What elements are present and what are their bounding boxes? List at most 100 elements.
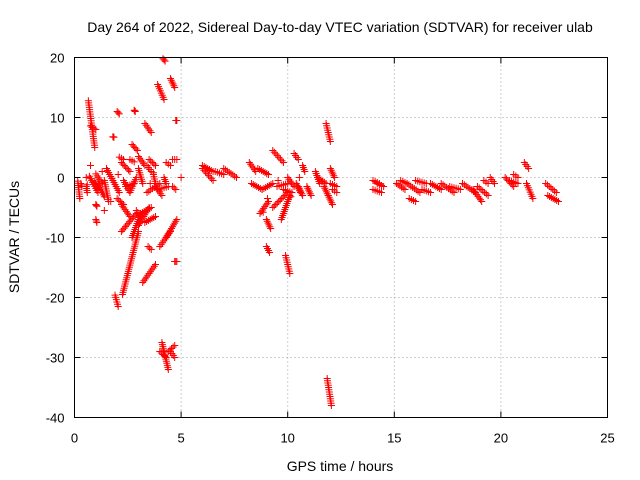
data-point [547, 194, 555, 201]
data-point [77, 181, 85, 189]
data-point [125, 166, 133, 174]
data-point [284, 174, 292, 181]
data-point [279, 159, 287, 166]
data-point [146, 216, 154, 223]
data-point [98, 168, 106, 175]
data-point [205, 171, 213, 179]
data-point [464, 183, 472, 191]
data-point [164, 230, 172, 238]
data-point [225, 168, 233, 176]
data-point [140, 208, 148, 215]
data-point [255, 184, 263, 191]
data-point [547, 184, 555, 192]
data-point [265, 198, 273, 205]
data-point [164, 366, 172, 373]
data-point [459, 180, 467, 187]
data-point [91, 144, 99, 151]
x-tick-label: 25 [600, 431, 614, 446]
data-point [327, 402, 335, 409]
data-point [134, 222, 142, 229]
data-point [122, 163, 130, 171]
data-point [263, 217, 271, 225]
data-point [286, 177, 294, 185]
data-point [86, 162, 94, 169]
data-point [203, 170, 211, 178]
data-point [130, 106, 138, 114]
data-point [305, 188, 313, 196]
data-point [119, 160, 127, 168]
data-point [405, 181, 413, 189]
data-point [231, 172, 239, 180]
data-point [324, 192, 332, 199]
data-point [328, 199, 336, 207]
data-point [484, 192, 492, 199]
data-point [476, 196, 484, 204]
data-point [229, 171, 237, 179]
data-point [141, 275, 149, 283]
data-point [272, 201, 280, 208]
data-point [173, 156, 181, 163]
data-point [326, 165, 334, 172]
data-point [145, 125, 153, 133]
data-point [82, 174, 90, 181]
data-point [289, 181, 297, 189]
data-point [170, 221, 178, 229]
y-axis: -40 -30 -20 -10 0 10 20 [46, 51, 608, 426]
data-point [125, 211, 133, 219]
data-point [114, 303, 122, 310]
data-point [542, 180, 550, 187]
data-point [301, 168, 309, 175]
data-point [144, 217, 152, 224]
data-point [146, 244, 154, 252]
data-point [545, 183, 553, 190]
data-point [265, 171, 273, 178]
data-point [93, 202, 101, 210]
data-point [288, 179, 296, 187]
x-axis: 0 5 10 15 20 25 [71, 57, 615, 446]
data-point [258, 186, 266, 193]
data-point [137, 210, 145, 217]
data-point [270, 202, 278, 210]
data-point [462, 182, 470, 190]
data-point [331, 174, 339, 181]
data-point [257, 167, 265, 174]
data-point [146, 127, 154, 135]
data-point [261, 169, 269, 176]
data-point [248, 162, 256, 170]
data-point [202, 164, 210, 171]
data-point [113, 195, 121, 202]
data-point [403, 180, 411, 187]
data-point [264, 219, 272, 227]
data-point [156, 348, 164, 355]
x-tick-label: 15 [387, 431, 401, 446]
data-point [146, 180, 154, 187]
data-point [478, 198, 486, 205]
data-point [150, 160, 158, 168]
data-point [477, 186, 485, 193]
data-point [143, 218, 151, 225]
data-point [437, 180, 445, 187]
y-axis-label: SDTVAR / TECUs [6, 181, 22, 293]
data-point [333, 189, 341, 196]
data-point [169, 183, 177, 190]
data-point [326, 138, 334, 145]
data-point [435, 185, 443, 192]
data-point [245, 159, 253, 166]
data-point [145, 187, 153, 195]
data-point [427, 189, 435, 196]
data-point [554, 198, 562, 205]
data-point [133, 147, 141, 154]
data-point [481, 189, 489, 196]
data-point [273, 152, 281, 160]
data-point [305, 186, 313, 194]
x-axis-label: GPS time / hours [287, 458, 394, 474]
data-point [320, 183, 328, 190]
data-marks [74, 55, 562, 409]
data-point [138, 158, 146, 166]
data-point [549, 186, 557, 193]
data-point [150, 214, 158, 221]
data-point [206, 173, 214, 181]
data-point [157, 190, 165, 198]
data-point [247, 180, 255, 187]
